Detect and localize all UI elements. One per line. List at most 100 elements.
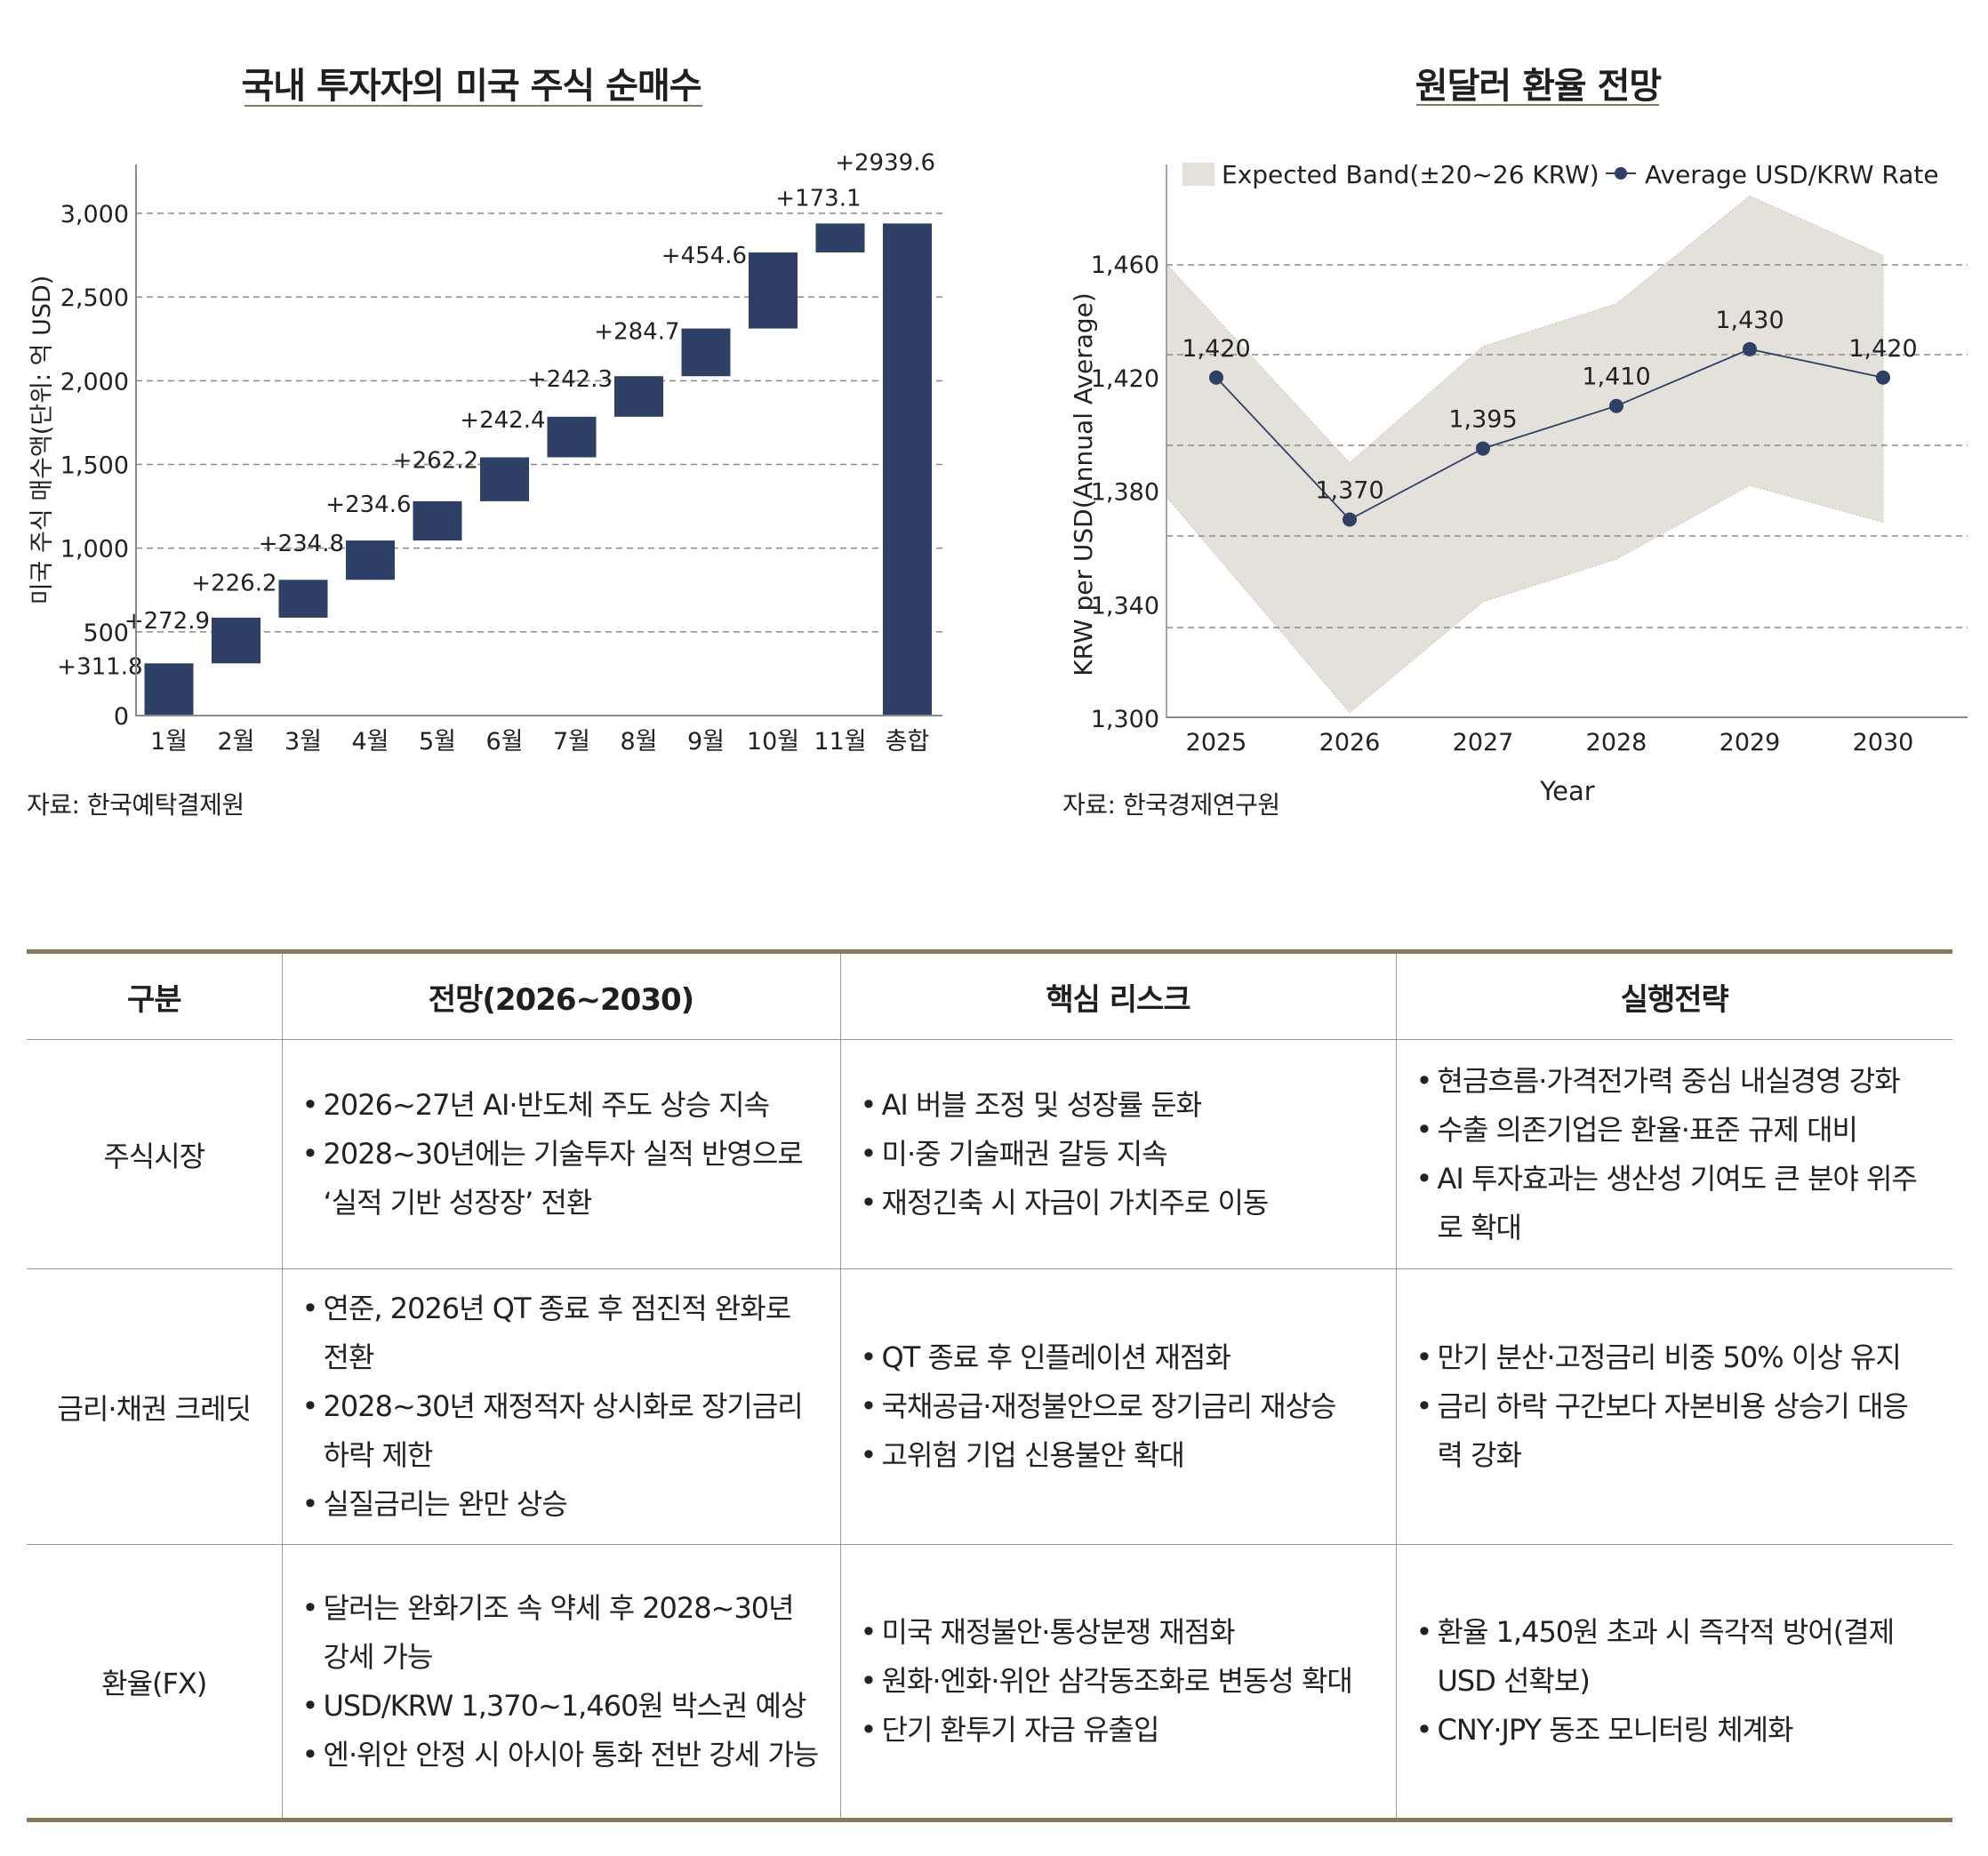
list-item: QT 종료 후 인플레이션 재점화 xyxy=(861,1333,1376,1382)
header-outlook: 전망(2026~2030) xyxy=(281,951,841,1040)
fx-x-tick-label: 2025 xyxy=(1186,729,1247,756)
waterfall-y-tick-label: 0 xyxy=(114,703,129,731)
fx-y-tick-label: 1,300 xyxy=(1091,706,1159,733)
waterfall-x-tick-label: 4월 xyxy=(351,728,389,756)
list-item: 금리 하락 구간보다 자본비용 상승기 대응력 강화 xyxy=(1416,1382,1934,1480)
fx-x-tick-label: 2028 xyxy=(1586,729,1647,756)
list-item: 원화·엔화·위안 삼각동조화로 변동성 확대 xyxy=(861,1657,1376,1706)
waterfall-bar xyxy=(480,457,529,501)
waterfall-source: 자료: 한국예탁결제원 xyxy=(27,790,244,820)
list-item: 재정긴축 시 자금이 가치주로 이동 xyxy=(861,1179,1376,1228)
header-category: 구분 xyxy=(27,951,283,1040)
waterfall-bar xyxy=(681,328,731,377)
waterfall-data-label: +242.3 xyxy=(527,366,613,393)
row-outlook: 연준, 2026년 QT 종료 후 점진적 완화로 전환 2028~30년 재정… xyxy=(281,1268,841,1545)
waterfall-bar xyxy=(212,617,261,664)
fx-x-tick-label: 2029 xyxy=(1719,729,1781,756)
row-category: 주식시장 xyxy=(27,1039,283,1269)
row-category: 환율(FX) xyxy=(27,1544,283,1820)
row-risks: 미국 재정불안·통상분쟁 재점화 원화·엔화·위안 삼각동조화로 변동성 확대 … xyxy=(839,1544,1397,1820)
waterfall-bar xyxy=(547,416,597,458)
fx-data-point xyxy=(1209,370,1223,385)
legend-marker-icon xyxy=(1615,167,1627,180)
waterfall-x-tick-label: 1월 xyxy=(150,728,188,756)
header-risks: 핵심 리스크 xyxy=(839,951,1397,1040)
waterfall-data-label: +284.7 xyxy=(594,319,679,346)
waterfall-bar xyxy=(749,252,798,329)
legend-band-swatch xyxy=(1182,163,1214,186)
waterfall-x-tick-label: 5월 xyxy=(419,728,456,756)
waterfall-y-axis-label: 미국 주식 매수액(단위: 억 USD) xyxy=(28,276,56,605)
fx-data-point xyxy=(1743,341,1757,356)
fx-y-tick-label: 1,460 xyxy=(1091,252,1159,279)
list-item: 달러는 완화기조 속 약세 후 2028~30년 강세 가능 xyxy=(302,1584,821,1682)
fx-y-tick-label: 1,340 xyxy=(1091,592,1159,620)
waterfall-y-tick-label: 2,000 xyxy=(60,368,129,396)
waterfall-x-tick-label: 6월 xyxy=(485,728,523,756)
fx-data-point xyxy=(1609,398,1623,413)
waterfall-chart: +311.8 +272.9 +226.2 +234.8 +234.6 +262.2 +242… xyxy=(28,149,942,756)
fx-y-tick-label: 1,420 xyxy=(1091,365,1159,393)
waterfall-x-tick-label: 7월 xyxy=(553,728,590,756)
list-item: AI 투자효과는 생산성 기여도 큰 분야 위주로 확대 xyxy=(1416,1155,1934,1252)
list-item: 엔·위안 안정 시 아시아 통화 전반 강세 가능 xyxy=(302,1731,821,1780)
fx-source: 자료: 한국경제연구원 xyxy=(1062,790,1280,820)
waterfall-data-label: +242.4 xyxy=(460,407,545,434)
list-item: CNY·JPY 동조 모니터링 체계화 xyxy=(1416,1706,1934,1755)
waterfall-data-label: +234.6 xyxy=(325,492,411,518)
list-item: 미국 재정불안·통상분쟁 재점화 xyxy=(861,1608,1376,1657)
waterfall-title-underline xyxy=(244,105,702,107)
waterfall-chart-title: 국내 투자자의 미국 주식 순매수 xyxy=(241,66,701,107)
waterfall-x-tick-label: 8월 xyxy=(620,728,657,756)
fx-data-label: 1,395 xyxy=(1448,406,1517,434)
fx-x-tick-label: 2027 xyxy=(1453,729,1514,756)
list-item: AI 버블 조정 및 성장률 둔화 xyxy=(861,1081,1376,1130)
row-strategy: 환율 1,450원 초과 시 즉각적 방어(결제 USD 선확보) CNY·JP… xyxy=(1395,1544,1952,1820)
waterfall-bar xyxy=(614,376,663,417)
waterfall-y-tick-label: 500 xyxy=(83,620,129,647)
row-category: 금리·채권 크레딧 xyxy=(27,1268,283,1545)
fx-x-axis-label: Year xyxy=(1539,776,1594,806)
waterfall-data-label: +2939.6 xyxy=(835,149,935,176)
list-item: 환율 1,450원 초과 시 즉각적 방어(결제 USD 선확보) xyxy=(1416,1608,1934,1706)
waterfall-data-label: +272.9 xyxy=(124,608,210,635)
waterfall-x-tick-label: 총합 xyxy=(886,728,930,756)
list-item: 연준, 2026년 QT 종료 후 점진적 완화로 전환 xyxy=(302,1284,821,1382)
list-item: 2028~30년 재정적자 상시화로 장기금리 하락 제한 xyxy=(302,1382,821,1480)
waterfall-y-tick-label: 3,000 xyxy=(60,201,129,228)
waterfall-data-label: +454.6 xyxy=(661,243,747,269)
waterfall-data-label: +311.8 xyxy=(57,653,142,680)
row-outlook: 2026~27년 AI·반도체 주도 상승 지속 2028~30년에는 기술투자… xyxy=(281,1039,841,1269)
fx-data-point xyxy=(1343,512,1357,527)
list-item: 현금흐름·가격전가력 중심 내실경영 강화 xyxy=(1416,1057,1934,1106)
waterfall-bar xyxy=(883,223,932,716)
row-risks: QT 종료 후 인플레이션 재점화 국채공급·재정불안으로 장기금리 재상승 고… xyxy=(839,1268,1397,1545)
list-item: 2028~30년에는 기술투자 실적 반영으로 ‘실적 기반 성장장’ 전환 xyxy=(302,1130,821,1228)
outlook-table: 구분 전망(2026~2030) 핵심 리스크 실행전략 주식시장 2026~2… xyxy=(27,949,1952,1822)
header-strategy: 실행전략 xyxy=(1395,951,1952,1040)
legend-band-label: Expected Band(±20~26 KRW) xyxy=(1222,160,1599,189)
fx-y-tick-label: 1,380 xyxy=(1091,479,1159,507)
waterfall-data-label: +262.2 xyxy=(393,447,478,474)
waterfall-y-tick-label: 1,500 xyxy=(60,452,129,480)
row-strategy: 만기 분산·고정금리 비중 50% 이상 유지 금리 하락 구간보다 자본비용 … xyxy=(1395,1268,1952,1545)
fx-x-tick-label: 2026 xyxy=(1319,729,1381,756)
fx-data-label: 1,410 xyxy=(1582,364,1650,391)
fx-average-line xyxy=(1215,348,1884,521)
waterfall-x-tick-label: 3월 xyxy=(285,728,322,756)
list-item: 실질금리는 완만 상승 xyxy=(302,1480,821,1529)
list-item: 국채공급·재정불안으로 장기금리 재상승 xyxy=(861,1382,1376,1431)
waterfall-data-label: +173.1 xyxy=(775,185,861,212)
list-item: 단기 환투기 자금 유출입 xyxy=(861,1706,1376,1755)
waterfall-bar xyxy=(815,223,865,252)
waterfall-bar xyxy=(144,663,194,716)
fx-y-axis-label: KRW per USD(Annual Average) xyxy=(1069,292,1098,676)
row-outlook: 달러는 완화기조 속 약세 후 2028~30년 강세 가능 USD/KRW 1… xyxy=(281,1544,841,1820)
fx-data-point xyxy=(1876,370,1890,385)
waterfall-x-tick-label: 11월 xyxy=(814,728,866,756)
waterfall-y-tick-label: 2,500 xyxy=(60,284,129,312)
list-item: 수출 의존기업은 환율·표준 규제 대비 xyxy=(1416,1106,1934,1155)
list-item: USD/KRW 1,370~1,460원 박스권 예상 xyxy=(302,1682,821,1731)
fx-data-label: 1,420 xyxy=(1182,335,1250,363)
table-header-row: 구분 전망(2026~2030) 핵심 리스크 실행전략 xyxy=(27,951,1952,1040)
